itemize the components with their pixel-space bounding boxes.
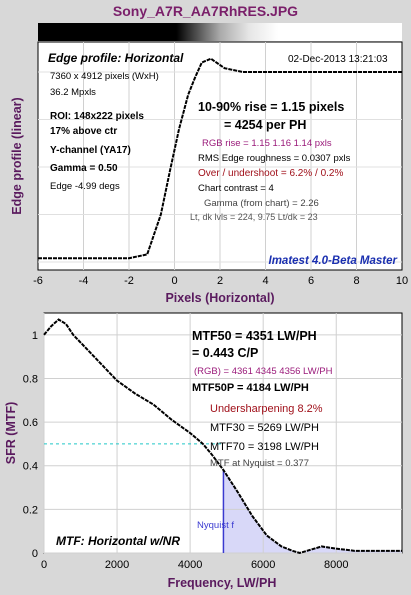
edge-x-tick-label: 10 (396, 275, 408, 287)
mtf-curve (43, 318, 402, 555)
edge-x-ticks: -6 -4 -2 0 2 4 6 8 10 (33, 275, 408, 287)
mtf50p: MTF50P = 4184 LW/PH (192, 382, 309, 394)
mtf-plot-title: MTF: Horizontal w/NR (56, 534, 180, 548)
info-channel: Y-channel (YA17) (50, 145, 131, 156)
mtf-x-tick-label: 0 (41, 559, 47, 571)
rise-line1: 10-90% rise = 1.15 pixels (198, 100, 344, 114)
mtf-x-tick-label: 2000 (105, 559, 129, 571)
edge-x-tick-label: 6 (308, 275, 314, 287)
mtf-x-ticks: 0 2000 4000 6000 8000 (41, 559, 349, 571)
info-gamma: Gamma = 0.50 (50, 163, 118, 174)
overshoot: Over / undershoot = 6.2% / 0.2% (198, 168, 343, 179)
mtf50-line1: MTF50 = 4351 LW/PH (192, 329, 317, 343)
edge-x-tick-label: 2 (217, 275, 223, 287)
edge-info-left: 7360 x 4912 pixels (WxH) 36.2 Mpxls ROI:… (50, 71, 159, 192)
edge-info-right: 10-90% rise = 1.15 pixels = 4254 per PH … (190, 100, 351, 222)
mtf-x-tick-label: 6000 (251, 559, 275, 571)
edge-x-tick-label: -4 (79, 275, 89, 287)
mtf-y-tick-label: 0.6 (23, 417, 38, 429)
mtf50-line2: = 0.443 C/P (192, 346, 258, 360)
info-position: 17% above ctr (50, 126, 117, 137)
info-roi: ROI: 148x222 pixels (50, 111, 144, 122)
edge-roughness: RMS Edge roughness = 0.0307 pxls (198, 153, 351, 164)
beyond-nyquist-shading (223, 470, 402, 553)
gamma-from-chart: Gamma (from chart) = 2.26 (204, 198, 319, 209)
rgb-mtf50: (RGB) = 4361 4345 4356 LW/PH (194, 366, 333, 377)
mtf-y-ticks: 0 0.2 0.4 0.6 0.8 1 (23, 330, 38, 560)
mtf-y-tick-label: 0.2 (23, 504, 38, 516)
mtf-y-tick-label: 0 (32, 548, 38, 560)
rgb-rise: RGB rise = 1.15 1.16 1.14 pxls (202, 138, 332, 149)
light-dark-levels: Lt, dk lvls = 224, 9.75 Lt/dk = 23 (190, 212, 318, 222)
edge-grid (38, 42, 402, 270)
edge-y-axis-label: Edge profile (linear) (10, 97, 24, 214)
mtf-info: MTF50 = 4351 LW/PH = 0.443 C/P (RGB) = 4… (192, 329, 333, 469)
nyquist-label: Nyquist f (197, 520, 234, 531)
mtf-y-tick-label: 0.4 (23, 461, 38, 473)
edge-profile-line (38, 57, 402, 260)
edge-x-tick-label: -2 (124, 275, 134, 287)
edge-plot-title: Edge profile: Horizontal (48, 51, 184, 65)
mtf-x-tick-label: 4000 (178, 559, 202, 571)
edge-x-tick-label: 8 (353, 275, 359, 287)
watermark: Imatest 4.0-Beta Master (269, 255, 398, 267)
chart-contrast: Chart contrast = 4 (198, 183, 274, 194)
info-edge-angle: Edge -4.99 degs (50, 181, 120, 192)
edge-x-axis-label: Pixels (Horizontal) (165, 291, 274, 305)
mtf30: MTF30 = 5269 LW/PH (210, 422, 319, 434)
edge-plot-date: 02-Dec-2013 13:21:03 (288, 54, 388, 65)
mtf-y-tick-label: 0.8 (23, 373, 38, 385)
undersharpening: Undersharpening 8.2% (210, 403, 323, 415)
info-dimensions: 7360 x 4912 pixels (WxH) (50, 71, 159, 82)
edge-x-tick-label: 4 (262, 275, 268, 287)
mtf-x-axis-label: Frequency, LW/PH (168, 576, 277, 590)
edge-x-tick-label: 0 (171, 275, 177, 287)
edge-x-tick-label: -6 (33, 275, 43, 287)
mtf-x-tick-label: 8000 (324, 559, 348, 571)
mtf-at-nyquist: MTF at Nyquist = 0.377 (210, 458, 309, 469)
page-title: Sony_A7R_AA7RhRES.JPG (112, 3, 299, 19)
mtf70: MTF70 = 3198 LW/PH (210, 441, 319, 453)
rise-line2: = 4254 per PH (224, 118, 306, 132)
edge-gradient-strip (38, 23, 402, 41)
info-mpxls: 36.2 Mpxls (50, 87, 96, 98)
mtf-y-axis-label: SFR (MTF) (4, 402, 18, 464)
mtf-y-tick-label: 1 (32, 330, 38, 342)
